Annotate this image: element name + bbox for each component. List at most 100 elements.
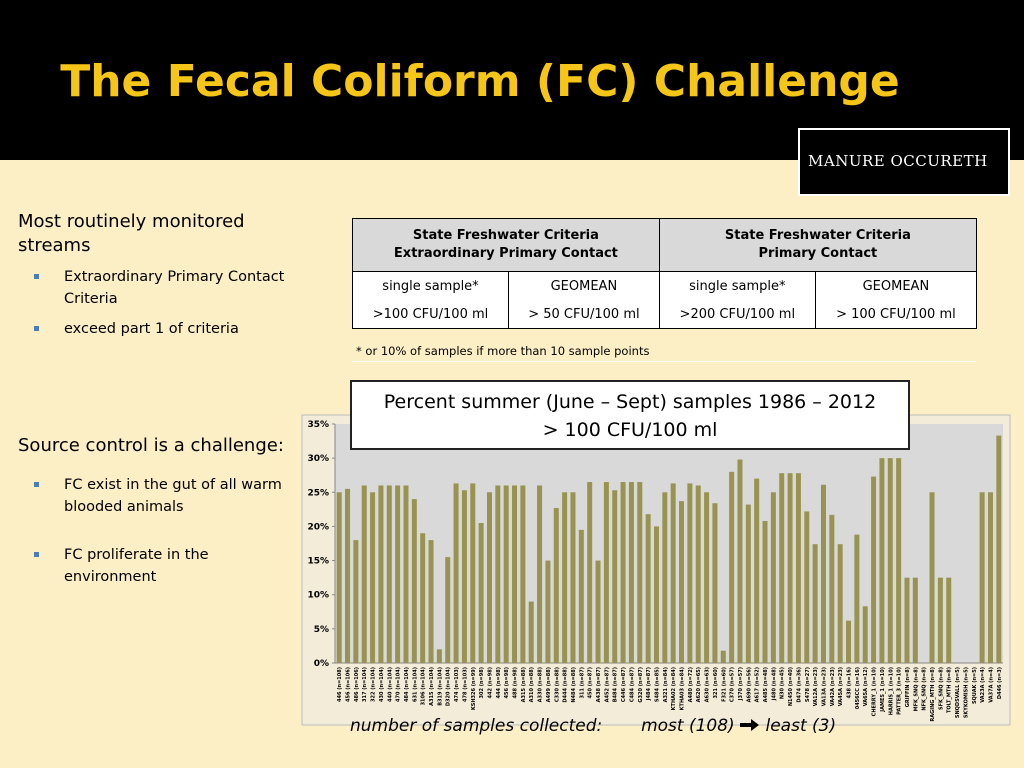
- bar: [645, 514, 651, 663]
- bar: [712, 503, 718, 663]
- bar: [445, 557, 451, 663]
- x-tick-label: VA37A (n=4): [988, 667, 994, 703]
- x-tick-label: D444 (n=88): [563, 667, 569, 703]
- x-tick-label: 3106 (n=104): [421, 667, 427, 705]
- y-tick-label: 5%: [314, 625, 329, 635]
- x-tick-label: A485 (n=48): [763, 667, 769, 702]
- x-tick-label: SFK_SNQ (n=8): [938, 667, 944, 710]
- x-tick-label: 311 (n=87): [579, 667, 585, 698]
- bar: [578, 529, 584, 663]
- x-tick-label: VA23A (n=4): [980, 667, 986, 703]
- x-tick-label: VA13A (n=23): [821, 667, 827, 706]
- caption-text: most (108): [641, 716, 735, 736]
- table-cell: GEOMEAN: [508, 271, 660, 300]
- x-tick-label: HARRIS_1 (n=10): [888, 667, 894, 715]
- x-tick-label: 446 (n=108): [337, 667, 343, 702]
- bar: [562, 492, 568, 663]
- bar: [779, 473, 785, 663]
- bar: [336, 492, 342, 663]
- table-cell: > 100 CFU/100 ml: [814, 300, 978, 329]
- criteria-table: State Freshwater Criteria Extraordinary P…: [352, 218, 978, 329]
- x-tick-label: JAMES_1 (n=10): [880, 667, 886, 713]
- x-tick-label: 317 (n=104): [362, 667, 368, 702]
- x-tick-label: A452 (n=87): [604, 667, 610, 702]
- x-tick-label: A315 (n=104): [429, 667, 435, 706]
- caption: number of samples collected: most (108) …: [350, 716, 836, 736]
- bar: [729, 471, 735, 663]
- x-tick-label: SNQDSVALL (n=5): [955, 667, 961, 718]
- x-tick-label: 631 (n=104): [412, 667, 418, 702]
- bar: [628, 482, 634, 663]
- x-tick-label: C370 (n=57): [730, 667, 736, 702]
- x-tick-label: KSH326 (n=99): [471, 667, 477, 710]
- x-tick-label: N1450 (n=40): [788, 667, 794, 706]
- x-tick-label: A499 (n=88): [546, 667, 552, 702]
- x-tick-label: A321 (n=84): [663, 667, 669, 702]
- logo-text: MANURE OCCURETH: [808, 152, 988, 170]
- x-tick-label: SKYKOMISH (n=5): [963, 667, 969, 718]
- y-tick-label: 0%: [314, 659, 329, 669]
- bar: [720, 650, 726, 663]
- x-tick-label: A438 (n=87): [596, 667, 602, 702]
- bar: [461, 490, 467, 663]
- slide-title: The Fecal Coliform (FC) Challenge: [60, 56, 900, 107]
- bullet: FC exist in the gut of all warm blooded …: [18, 474, 304, 518]
- x-tick-label: 302 (n=98): [479, 667, 485, 698]
- x-tick-label: 322 (n=104): [371, 667, 377, 702]
- x-tick-label: 486 (n=106): [354, 667, 360, 702]
- bar: [820, 484, 826, 663]
- bar: [946, 577, 952, 663]
- table-header: State Freshwater Criteria Primary Contact: [658, 218, 978, 272]
- x-tick-label: A480 (n=72): [688, 667, 694, 702]
- bar: [745, 504, 751, 663]
- x-tick-label: 440 (n=104): [387, 667, 393, 702]
- bar: [679, 501, 685, 663]
- x-tick-label: A690 (n=56): [746, 667, 752, 702]
- x-tick-label: VA45A (n=23): [838, 667, 844, 706]
- x-tick-label: 470 (n=104): [396, 667, 402, 702]
- x-tick-label: 438 (n=16): [847, 667, 853, 698]
- x-tick-label: VA42A (n=23): [830, 667, 836, 706]
- x-tick-label: 456 (n=98): [504, 667, 510, 698]
- callout-line: Percent summer (June – Sept) samples 198…: [383, 391, 877, 413]
- x-tick-label: 488 (n=98): [513, 667, 519, 698]
- header-line: State Freshwater Criteria: [412, 228, 599, 243]
- bar: [353, 540, 359, 663]
- x-tick-label: A310 (n=88): [529, 667, 535, 702]
- x-tick-label: D474 (n=36): [796, 667, 802, 703]
- bar: [871, 476, 877, 663]
- bar: [395, 485, 401, 663]
- bar: [478, 523, 484, 663]
- x-tick-label: MFK_SNQ (n=8): [913, 667, 919, 711]
- x-tick-label: J484 (n=87): [646, 667, 652, 701]
- bar: [687, 483, 693, 663]
- bar: [428, 540, 434, 663]
- x-tick-label: S484 (n=85): [654, 667, 660, 702]
- bar: [570, 492, 576, 663]
- x-tick-label: CHERRY_1 (n=10): [872, 667, 878, 716]
- x-tick-label: NFK_SNQ (n=8): [922, 667, 928, 711]
- bar: [929, 492, 935, 663]
- x-tick-label: B319 (n=104): [437, 667, 443, 706]
- x-tick-label: A620 (n=65): [696, 667, 702, 702]
- bar: [787, 473, 793, 663]
- bar: [812, 544, 818, 663]
- bar: [662, 492, 668, 663]
- bar: [854, 534, 860, 663]
- table-cell: >100 CFU/100 ml: [352, 300, 509, 329]
- bar: [846, 620, 852, 663]
- bar: [987, 492, 993, 663]
- x-tick-label: GRIFFIN (n=8): [905, 667, 911, 707]
- x-tick-label: 444 (n=98): [496, 667, 502, 698]
- x-tick-label: D320 (n=104): [446, 667, 452, 706]
- bar: [503, 485, 509, 663]
- bar: [887, 458, 893, 663]
- bar: [695, 485, 701, 663]
- arrow-icon: [740, 719, 760, 731]
- bar: [620, 482, 626, 663]
- bar: [470, 483, 476, 663]
- table-cell: GEOMEAN: [814, 271, 978, 300]
- x-tick-label: 474 (n=103): [454, 667, 460, 702]
- bar: [553, 507, 559, 663]
- x-tick-label: C446 (n=87): [621, 667, 627, 702]
